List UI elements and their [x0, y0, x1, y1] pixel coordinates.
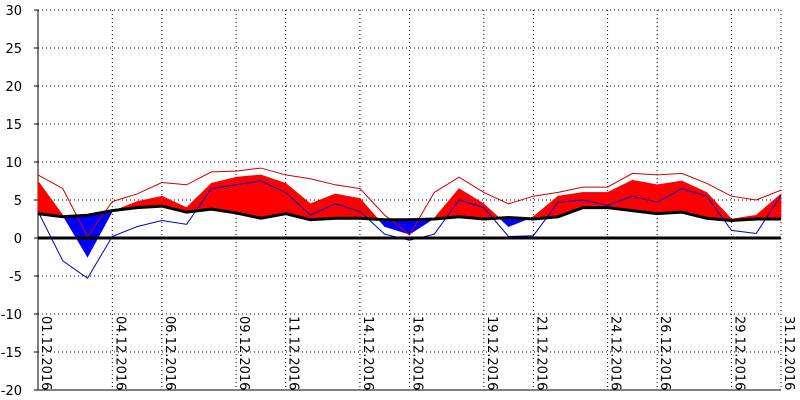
x-tick-label: 11.12.2016	[286, 316, 301, 390]
y-tick-label: -10	[1, 308, 22, 323]
x-tick-label: 04.12.2016	[112, 316, 127, 390]
y-tick-label: -20	[1, 384, 22, 399]
area-below-segment	[409, 218, 435, 235]
grid	[38, 9, 782, 390]
series-line-lower	[37, 180, 782, 280]
y-tick-label: 10	[5, 156, 22, 171]
series-fills	[37, 174, 782, 259]
area-below-segment	[87, 210, 113, 258]
area-above-segment	[359, 197, 380, 220]
y-tick-label: 5	[14, 194, 22, 209]
x-tick-label: 19.12.2016	[484, 316, 499, 390]
y-tick-label: 15	[5, 118, 22, 133]
area-above-segment	[310, 193, 336, 221]
area-above-segment	[334, 193, 361, 219]
x-tick-label: 01.12.2016	[38, 316, 53, 390]
area-above-segment	[186, 182, 212, 213]
x-tick-label: 24.12.2016	[608, 316, 623, 390]
series-line-baseline	[37, 204, 781, 223]
series-lines	[37, 167, 782, 280]
y-tick-label: 25	[5, 42, 22, 57]
area-above-segment	[260, 174, 286, 219]
area-above-segment	[433, 187, 460, 220]
area-above-segment	[211, 176, 237, 214]
y-tick-label: -5	[9, 270, 22, 285]
x-tick-label: 31.12.2016	[781, 316, 796, 390]
x-tick-label: 21.12.2016	[533, 316, 548, 390]
x-tick-labels: 01.12.2016 04.12.2016 06.12.2016 09.12.2016…	[38, 316, 796, 390]
y-tick-label: -15	[1, 346, 22, 361]
x-tick-label: 29.12.2016	[731, 316, 746, 390]
y-tick-label: 20	[5, 80, 22, 95]
y-tick-label: 30	[5, 4, 22, 19]
x-tick-label: 14.12.2016	[360, 316, 375, 390]
area-above-segment	[706, 191, 732, 221]
series-line-upper	[37, 167, 782, 238]
area-above-segment	[582, 192, 608, 208]
x-tick-label: 06.12.2016	[162, 316, 177, 390]
area-above-segment	[656, 180, 683, 214]
area-below-segment	[63, 214, 88, 259]
y-tick-labels: 30 25 20 15 10 5 0 -5 -10 -15 -20	[1, 4, 22, 399]
x-tick-label: 16.12.2016	[410, 316, 425, 390]
y-tick-label: 0	[14, 232, 22, 247]
x-tick-label: 09.12.2016	[236, 316, 251, 390]
x-tick-label: 26.12.2016	[657, 316, 672, 390]
